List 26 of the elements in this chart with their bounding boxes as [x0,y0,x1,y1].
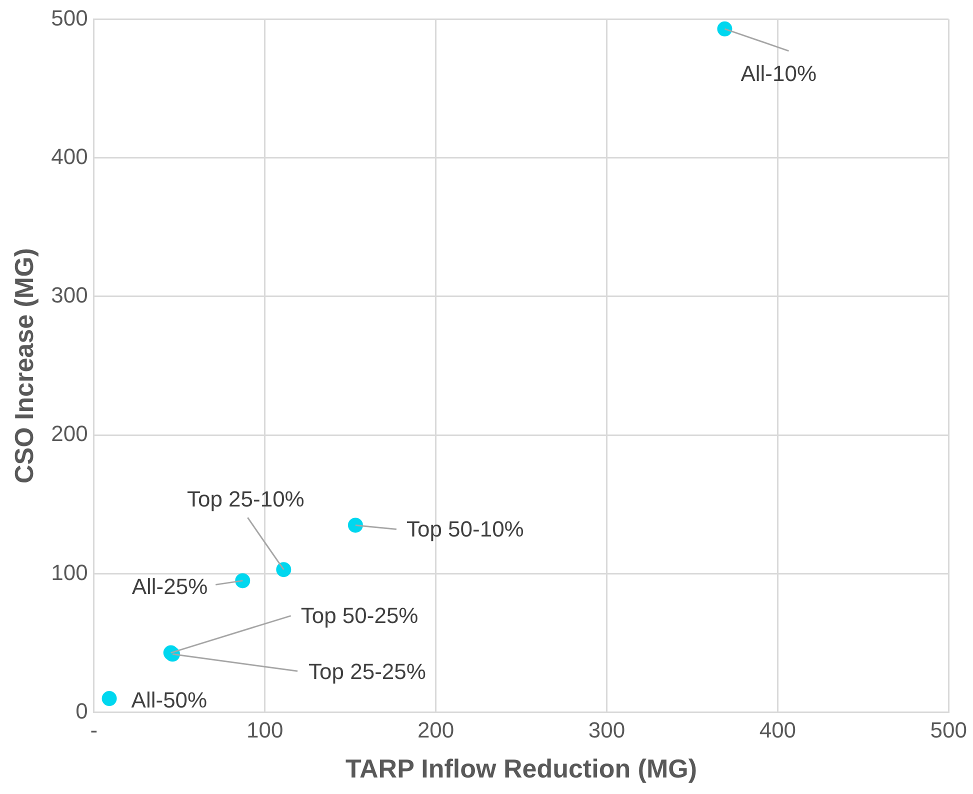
x-tick-label: 200 [417,718,454,743]
point [348,518,363,533]
annotation: All-25% [132,574,208,599]
y-tick-label: 500 [51,5,88,30]
annotation: All-50% [131,688,208,713]
annotation: Top 25-25% [308,659,426,684]
x-tick-label: 100 [246,718,284,743]
annotation: All-10% [740,60,817,86]
annotation: Top 50-25% [300,602,418,628]
point [717,21,732,36]
y-tick-label: 0 [76,698,88,724]
y-tick-label: 300 [51,282,88,308]
x-tick-label: 400 [759,718,796,743]
y-tick-label: 200 [51,421,88,446]
y-axis-title: CSO Increase (MG) [8,248,39,484]
x-axis-title: TARP Inflow Reduction (MG) [346,754,698,784]
y-tick-label: 100 [51,560,88,585]
point [235,573,250,588]
x-tick-label: 500 [930,718,968,743]
point [276,562,292,578]
point [102,691,117,706]
y-tick-label: 400 [51,144,88,169]
x-tick-label: 300 [588,718,626,743]
annotation: Top 25-10% [186,486,304,512]
annotation: Top 50-10% [406,516,524,542]
x-tick-label: - [90,718,98,743]
